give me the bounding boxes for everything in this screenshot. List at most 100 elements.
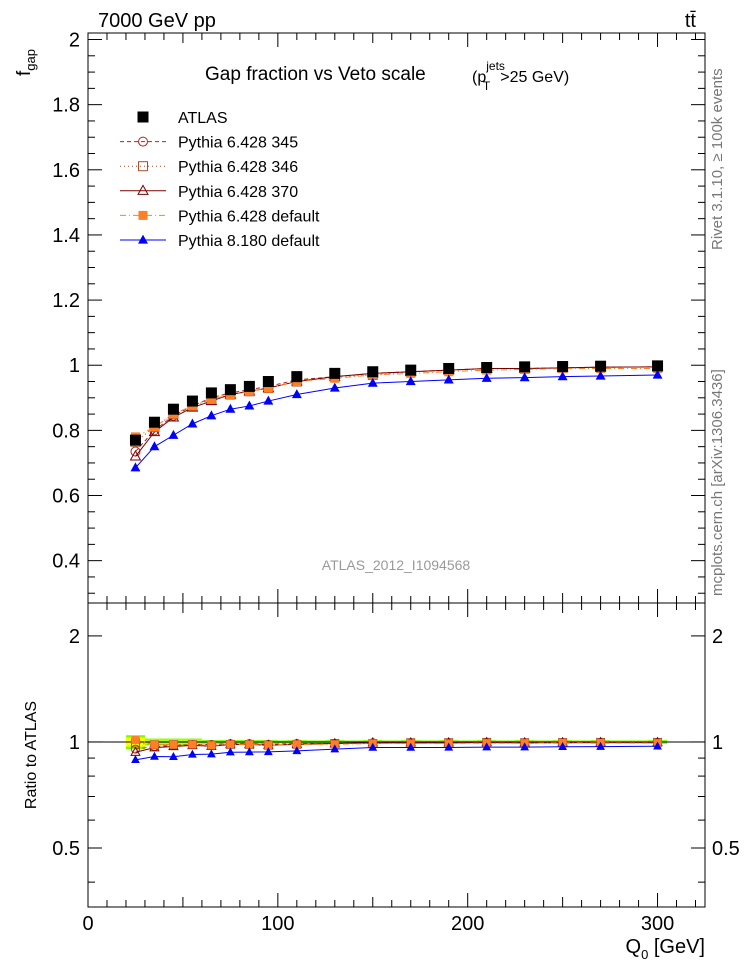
data-point bbox=[188, 740, 197, 749]
data-point bbox=[131, 735, 140, 744]
series-pythia-6-428-default bbox=[130, 363, 663, 442]
y-tick-label: 1.4 bbox=[52, 225, 80, 247]
legend-item: Pythia 8.180 default bbox=[120, 233, 320, 250]
data-point bbox=[444, 742, 454, 751]
y-tick-label: 0.8 bbox=[52, 420, 80, 442]
data-point bbox=[595, 360, 607, 372]
legend-label: Pythia 6.428 default bbox=[178, 208, 320, 225]
data-point bbox=[169, 740, 178, 749]
series-atlas bbox=[129, 360, 664, 446]
data-point bbox=[188, 749, 197, 758]
data-point bbox=[481, 372, 492, 382]
data-point bbox=[138, 136, 148, 147]
data-point bbox=[244, 400, 255, 410]
main-plot-series bbox=[129, 360, 664, 472]
series-line bbox=[135, 366, 658, 457]
x-tick-label: 0 bbox=[82, 913, 93, 935]
y-tick-label: 2 bbox=[69, 30, 80, 52]
x-axis-label-main: Q bbox=[626, 936, 642, 958]
data-point bbox=[262, 376, 274, 388]
data-point bbox=[520, 742, 530, 751]
legend-item: Pythia 6.428 default bbox=[120, 208, 320, 225]
data-point bbox=[558, 741, 568, 750]
data-point bbox=[263, 747, 273, 756]
ratio-y-tick-label: 2 bbox=[69, 626, 80, 648]
data-point bbox=[292, 740, 301, 749]
y-axis-label-main: f bbox=[14, 70, 35, 76]
data-point bbox=[244, 747, 254, 756]
legend-item: Pythia 6.428 345 bbox=[120, 135, 298, 152]
chart-title-main: Gap fraction vs Veto scale bbox=[205, 64, 426, 85]
data-point bbox=[652, 360, 664, 372]
data-point bbox=[291, 389, 302, 399]
legend-item: ATLAS bbox=[137, 110, 228, 127]
data-point bbox=[138, 210, 148, 220]
ratio-y-axis-label: Ratio to ATLAS bbox=[23, 701, 40, 809]
y-axis-label: fgap bbox=[14, 49, 38, 76]
data-point bbox=[243, 380, 255, 392]
x-axis-label-unit: [GeV] bbox=[648, 936, 705, 958]
ratio-y-tick-label-right: 0.5 bbox=[712, 838, 740, 860]
legend-item: Pythia 6.428 346 bbox=[120, 159, 298, 176]
data-point bbox=[138, 161, 148, 172]
process-label: tt̄ bbox=[685, 10, 697, 32]
ratio-y-tick-label-right: 1 bbox=[712, 732, 723, 754]
axes: 0 100 200 300 0.4 0.6 0.8 1 1.2 1.4 1.6 1.8 2 0.5 0.5 1… bbox=[52, 30, 740, 935]
data-point bbox=[519, 372, 530, 382]
data-point bbox=[206, 394, 216, 404]
data-point bbox=[557, 371, 568, 381]
data-point bbox=[206, 410, 217, 420]
data-point bbox=[443, 362, 455, 374]
legend-label: Pythia 6.428 370 bbox=[178, 184, 298, 201]
chart-title-cut: (pjets T >25 GeV) bbox=[472, 59, 569, 93]
data-point bbox=[596, 741, 605, 750]
data-point bbox=[595, 370, 606, 380]
y-tick-label: 1 bbox=[69, 355, 80, 377]
series-pythia-8-180-default bbox=[130, 369, 663, 472]
title-cut-rest: >25 GeV) bbox=[500, 69, 569, 86]
energy-label: 7000 GeV pp bbox=[98, 10, 216, 32]
title-cut-sup: jets bbox=[485, 59, 505, 73]
data-point bbox=[292, 746, 302, 755]
data-point bbox=[443, 374, 454, 384]
data-point bbox=[138, 234, 148, 244]
data-point bbox=[482, 742, 492, 751]
y-tick-label: 1.6 bbox=[52, 160, 80, 182]
data-point bbox=[406, 742, 416, 751]
x-axis-label: Q0 [GeV] bbox=[626, 936, 706, 962]
data-point bbox=[329, 367, 341, 379]
data-point bbox=[187, 418, 198, 428]
data-point bbox=[167, 403, 179, 415]
ratio-plot-series bbox=[130, 735, 663, 764]
data-point bbox=[519, 361, 531, 373]
data-point bbox=[129, 449, 142, 461]
ratio-y-tick-label: 0.5 bbox=[52, 838, 80, 860]
data-point bbox=[330, 744, 340, 753]
series-line bbox=[135, 366, 658, 452]
legend-label: Pythia 8.180 default bbox=[178, 233, 320, 250]
legend: ATLAS Pythia 6.428 345 Pythia 6.428 346 Pyt… bbox=[120, 110, 320, 250]
title-cut-sub: T bbox=[483, 79, 491, 93]
data-point bbox=[225, 747, 235, 756]
data-point bbox=[367, 366, 379, 378]
data-point bbox=[149, 441, 160, 451]
data-point bbox=[137, 111, 149, 123]
ratio-series-line bbox=[135, 745, 658, 761]
data-point bbox=[405, 376, 416, 386]
data-point bbox=[245, 740, 254, 749]
y-axis-label-sub: gap bbox=[23, 49, 38, 71]
data-point bbox=[186, 395, 198, 407]
data-point bbox=[150, 751, 159, 760]
x-tick-label: 100 bbox=[261, 913, 294, 935]
data-point bbox=[169, 752, 178, 761]
data-point bbox=[129, 434, 141, 446]
analysis-id-label: ATLAS_2012_I1094568 bbox=[322, 557, 471, 573]
x-tick-label: 300 bbox=[641, 913, 674, 935]
ratio-y-tick-label: 1 bbox=[69, 732, 80, 754]
legend-label: ATLAS bbox=[178, 110, 228, 127]
data-point bbox=[207, 741, 216, 750]
chart-title: Gap fraction vs Veto scale bbox=[205, 64, 426, 85]
y-tick-label: 0.4 bbox=[52, 551, 80, 573]
data-point bbox=[291, 371, 303, 383]
